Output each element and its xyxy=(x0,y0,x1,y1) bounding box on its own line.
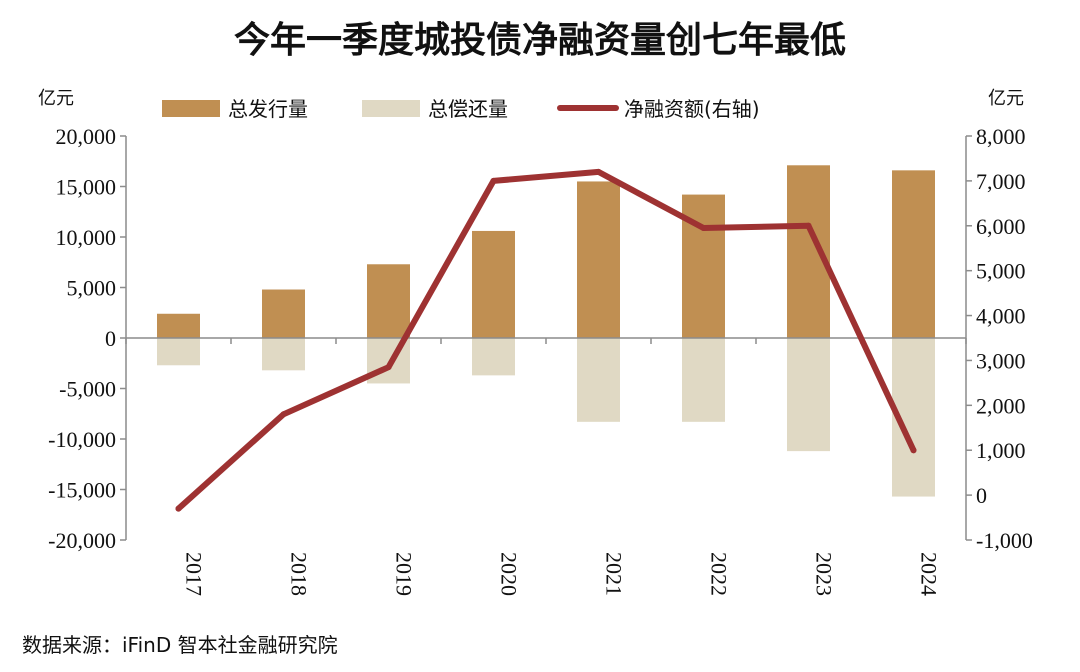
repayment-bar-2018 xyxy=(262,338,305,371)
repayment-bar-2022 xyxy=(682,338,725,422)
legend-label-2: 净融资额(右轴) xyxy=(624,97,760,121)
right-tick-label: -1,000 xyxy=(976,528,1033,553)
net-financing-point-2020 xyxy=(490,177,497,184)
issuance-bar-2024 xyxy=(892,170,935,338)
right-tick-label: 6,000 xyxy=(976,214,1026,239)
repayment-bar-2020 xyxy=(472,338,515,376)
x-tick-label-2018: 2018 xyxy=(287,552,312,596)
right-tick-label: 0 xyxy=(976,483,987,508)
chart-title: 今年一季度城投债净融资量创七年最低 xyxy=(234,20,846,61)
source-note: 数据来源：iFinD 智本社金融研究院 xyxy=(22,633,338,657)
right-tick-label: 8,000 xyxy=(976,124,1026,149)
x-tick-label-2023: 2023 xyxy=(812,552,837,596)
legend-label-0: 总发行量 xyxy=(228,97,308,121)
legend-swatch-1 xyxy=(362,100,420,117)
legend-label-1: 总偿还量 xyxy=(428,97,508,121)
left-tick-label: -20,000 xyxy=(48,528,116,553)
bars xyxy=(157,165,935,497)
x-tick-label-2019: 2019 xyxy=(392,552,417,596)
right-axis-unit: 亿元 xyxy=(988,88,1024,109)
net-financing-point-2023 xyxy=(805,222,812,229)
issuance-bar-2018 xyxy=(262,289,305,338)
legend: 总发行量 总偿还量 净融资额(右轴) xyxy=(162,97,760,121)
left-tick-label: -5,000 xyxy=(59,377,116,402)
repayment-bar-2017 xyxy=(157,338,200,366)
left-tick-label: 5,000 xyxy=(67,276,117,301)
left-tick-label: 0 xyxy=(105,326,116,351)
left-axis-unit: 亿元 xyxy=(38,88,74,109)
right-tick-label: 1,000 xyxy=(976,438,1026,463)
issuance-bar-2019 xyxy=(367,264,410,338)
net-financing-point-2019 xyxy=(385,364,392,371)
x-tick-label-2021: 2021 xyxy=(602,552,627,596)
left-tick-label: -15,000 xyxy=(48,478,116,503)
issuance-bar-2021 xyxy=(577,181,620,338)
left-tick-label: 10,000 xyxy=(56,225,117,250)
legend-swatch-0 xyxy=(162,100,220,117)
issuance-bar-2022 xyxy=(682,194,725,338)
tick-labels: 20,000 15,000 10,000 5,000 0 -5,000 -10,000 -15… xyxy=(48,124,1033,596)
net-financing-point-2022 xyxy=(700,225,707,232)
right-tick-label: 2,000 xyxy=(976,393,1026,418)
axes xyxy=(120,135,972,541)
x-tick-label-2022: 2022 xyxy=(707,552,732,596)
left-tick-label: -10,000 xyxy=(48,427,116,452)
right-tick-label: 3,000 xyxy=(976,348,1026,373)
right-tick-label: 4,000 xyxy=(976,304,1026,329)
net-financing-line xyxy=(175,168,917,512)
x-tick-label-2020: 2020 xyxy=(497,552,522,596)
right-tick-label: 5,000 xyxy=(976,259,1026,284)
net-financing-point-2021 xyxy=(595,168,602,175)
x-tick-label-2024: 2024 xyxy=(917,552,942,596)
x-tick-label-2017: 2017 xyxy=(182,552,207,596)
left-tick-label: 15,000 xyxy=(56,175,117,200)
net-financing-point-2024 xyxy=(910,447,917,454)
issuance-bar-2017 xyxy=(157,313,200,338)
net-financing-point-2018 xyxy=(280,411,287,418)
repayment-bar-2021 xyxy=(577,338,620,422)
net-financing-point-2017 xyxy=(175,505,182,512)
right-tick-label: 7,000 xyxy=(976,169,1026,194)
left-tick-label: 20,000 xyxy=(56,124,117,149)
issuance-bar-2020 xyxy=(472,230,515,338)
net-financing-line-layer xyxy=(175,168,917,512)
repayment-bar-2023 xyxy=(787,338,830,452)
